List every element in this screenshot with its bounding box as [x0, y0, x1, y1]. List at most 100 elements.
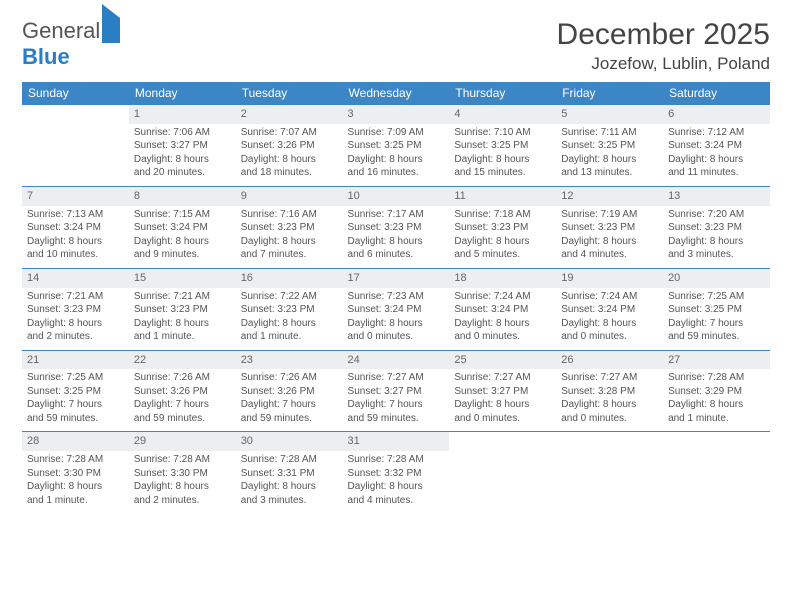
day-info-line: Sunset: 3:27 PM — [454, 385, 551, 399]
day-number: 25 — [449, 351, 556, 370]
weekday-header: Saturday — [663, 82, 770, 105]
day-number: 4 — [449, 105, 556, 124]
day-info-line: Sunset: 3:24 PM — [561, 303, 658, 317]
calendar-day-cell: 29Sunrise: 7:28 AMSunset: 3:30 PMDayligh… — [129, 432, 236, 513]
day-info-line: Daylight: 8 hours — [348, 317, 445, 331]
day-info-line: Daylight: 8 hours — [561, 153, 658, 167]
calendar-day-cell: 24Sunrise: 7:27 AMSunset: 3:27 PMDayligh… — [343, 350, 450, 432]
calendar-day-cell: 9Sunrise: 7:16 AMSunset: 3:23 PMDaylight… — [236, 186, 343, 268]
day-number: 6 — [663, 105, 770, 124]
day-number — [22, 105, 129, 124]
calendar-day-cell — [449, 432, 556, 513]
title-block: December 2025 Jozefow, Lublin, Poland — [557, 18, 770, 74]
day-info-line: Daylight: 8 hours — [241, 153, 338, 167]
day-number: 17 — [343, 269, 450, 288]
calendar-week-row: 7Sunrise: 7:13 AMSunset: 3:24 PMDaylight… — [22, 186, 770, 268]
day-info-line: Sunrise: 7:28 AM — [27, 453, 124, 467]
day-info-line: Daylight: 7 hours — [134, 398, 231, 412]
day-number: 26 — [556, 351, 663, 370]
calendar-day-cell: 2Sunrise: 7:07 AMSunset: 3:26 PMDaylight… — [236, 105, 343, 187]
day-body: Sunrise: 7:28 AMSunset: 3:32 PMDaylight:… — [343, 451, 450, 513]
day-info-line: Sunset: 3:24 PM — [668, 139, 765, 153]
day-info-line: Sunrise: 7:25 AM — [668, 290, 765, 304]
day-info-line: Sunset: 3:32 PM — [348, 467, 445, 481]
day-info-line: Daylight: 8 hours — [561, 317, 658, 331]
day-info-line: Sunrise: 7:19 AM — [561, 208, 658, 222]
day-info-line: and 59 minutes. — [668, 330, 765, 344]
day-info-line: and 15 minutes. — [454, 166, 551, 180]
day-body: Sunrise: 7:17 AMSunset: 3:23 PMDaylight:… — [343, 206, 450, 268]
sail-icon — [102, 4, 120, 43]
day-info-line: and 1 minute. — [668, 412, 765, 426]
day-info-line: Sunrise: 7:22 AM — [241, 290, 338, 304]
day-number: 9 — [236, 187, 343, 206]
calendar-day-cell: 26Sunrise: 7:27 AMSunset: 3:28 PMDayligh… — [556, 350, 663, 432]
day-body: Sunrise: 7:12 AMSunset: 3:24 PMDaylight:… — [663, 124, 770, 186]
header: General Blue December 2025 Jozefow, Lubl… — [22, 18, 770, 74]
calendar-day-cell: 21Sunrise: 7:25 AMSunset: 3:25 PMDayligh… — [22, 350, 129, 432]
day-info-line: and 3 minutes. — [241, 494, 338, 508]
day-info-line: Sunrise: 7:06 AM — [134, 126, 231, 140]
day-number: 31 — [343, 432, 450, 451]
calendar-day-cell: 12Sunrise: 7:19 AMSunset: 3:23 PMDayligh… — [556, 186, 663, 268]
day-info-line: Sunset: 3:25 PM — [454, 139, 551, 153]
day-number: 2 — [236, 105, 343, 124]
calendar-day-cell: 31Sunrise: 7:28 AMSunset: 3:32 PMDayligh… — [343, 432, 450, 513]
day-number: 3 — [343, 105, 450, 124]
calendar-day-cell: 19Sunrise: 7:24 AMSunset: 3:24 PMDayligh… — [556, 268, 663, 350]
day-info-line: and 4 minutes. — [348, 494, 445, 508]
brand-part2: Blue — [22, 44, 70, 69]
day-info-line: Daylight: 8 hours — [668, 398, 765, 412]
day-info-line: Sunrise: 7:28 AM — [241, 453, 338, 467]
day-info-line: Sunset: 3:27 PM — [348, 385, 445, 399]
day-body: Sunrise: 7:25 AMSunset: 3:25 PMDaylight:… — [22, 369, 129, 431]
day-info-line: Sunrise: 7:17 AM — [348, 208, 445, 222]
day-body: Sunrise: 7:16 AMSunset: 3:23 PMDaylight:… — [236, 206, 343, 268]
day-number: 28 — [22, 432, 129, 451]
day-info-line: Sunrise: 7:18 AM — [454, 208, 551, 222]
day-info-line: Sunrise: 7:27 AM — [561, 371, 658, 385]
day-body — [22, 124, 129, 182]
day-body: Sunrise: 7:11 AMSunset: 3:25 PMDaylight:… — [556, 124, 663, 186]
day-info-line: Daylight: 8 hours — [27, 317, 124, 331]
day-info-line: Sunset: 3:23 PM — [134, 303, 231, 317]
day-number: 5 — [556, 105, 663, 124]
day-info-line: Daylight: 8 hours — [454, 153, 551, 167]
day-info-line: Sunrise: 7:15 AM — [134, 208, 231, 222]
day-info-line: Daylight: 8 hours — [561, 235, 658, 249]
day-info-line: Sunset: 3:23 PM — [241, 221, 338, 235]
day-info-line: Sunset: 3:25 PM — [348, 139, 445, 153]
day-info-line: Daylight: 8 hours — [241, 480, 338, 494]
day-body: Sunrise: 7:13 AMSunset: 3:24 PMDaylight:… — [22, 206, 129, 268]
weekday-header: Sunday — [22, 82, 129, 105]
day-info-line: and 10 minutes. — [27, 248, 124, 262]
calendar-day-cell: 23Sunrise: 7:26 AMSunset: 3:26 PMDayligh… — [236, 350, 343, 432]
weekday-header: Monday — [129, 82, 236, 105]
calendar-body: 1Sunrise: 7:06 AMSunset: 3:27 PMDaylight… — [22, 105, 770, 514]
day-info-line: Sunrise: 7:07 AM — [241, 126, 338, 140]
day-info-line: Sunset: 3:25 PM — [668, 303, 765, 317]
day-info-line: Daylight: 8 hours — [668, 235, 765, 249]
day-body: Sunrise: 7:24 AMSunset: 3:24 PMDaylight:… — [556, 288, 663, 350]
day-info-line: Sunset: 3:23 PM — [668, 221, 765, 235]
day-info-line: Sunset: 3:24 PM — [348, 303, 445, 317]
day-number — [449, 432, 556, 451]
weekday-header: Tuesday — [236, 82, 343, 105]
day-info-line: Sunset: 3:25 PM — [27, 385, 124, 399]
day-info-line: and 1 minute. — [134, 330, 231, 344]
day-body: Sunrise: 7:10 AMSunset: 3:25 PMDaylight:… — [449, 124, 556, 186]
day-info-line: Daylight: 8 hours — [348, 235, 445, 249]
day-info-line: Sunset: 3:29 PM — [668, 385, 765, 399]
day-info-line: and 0 minutes. — [561, 330, 658, 344]
day-info-line: Daylight: 8 hours — [454, 235, 551, 249]
day-info-line: Sunset: 3:24 PM — [134, 221, 231, 235]
calendar-week-row: 1Sunrise: 7:06 AMSunset: 3:27 PMDaylight… — [22, 105, 770, 187]
day-number — [556, 432, 663, 451]
day-info-line: Sunrise: 7:24 AM — [561, 290, 658, 304]
day-info-line: Sunrise: 7:26 AM — [241, 371, 338, 385]
day-info-line: Sunset: 3:24 PM — [454, 303, 551, 317]
day-info-line: Sunset: 3:30 PM — [134, 467, 231, 481]
day-info-line: and 18 minutes. — [241, 166, 338, 180]
brand-text: General Blue — [22, 18, 120, 70]
day-number: 14 — [22, 269, 129, 288]
